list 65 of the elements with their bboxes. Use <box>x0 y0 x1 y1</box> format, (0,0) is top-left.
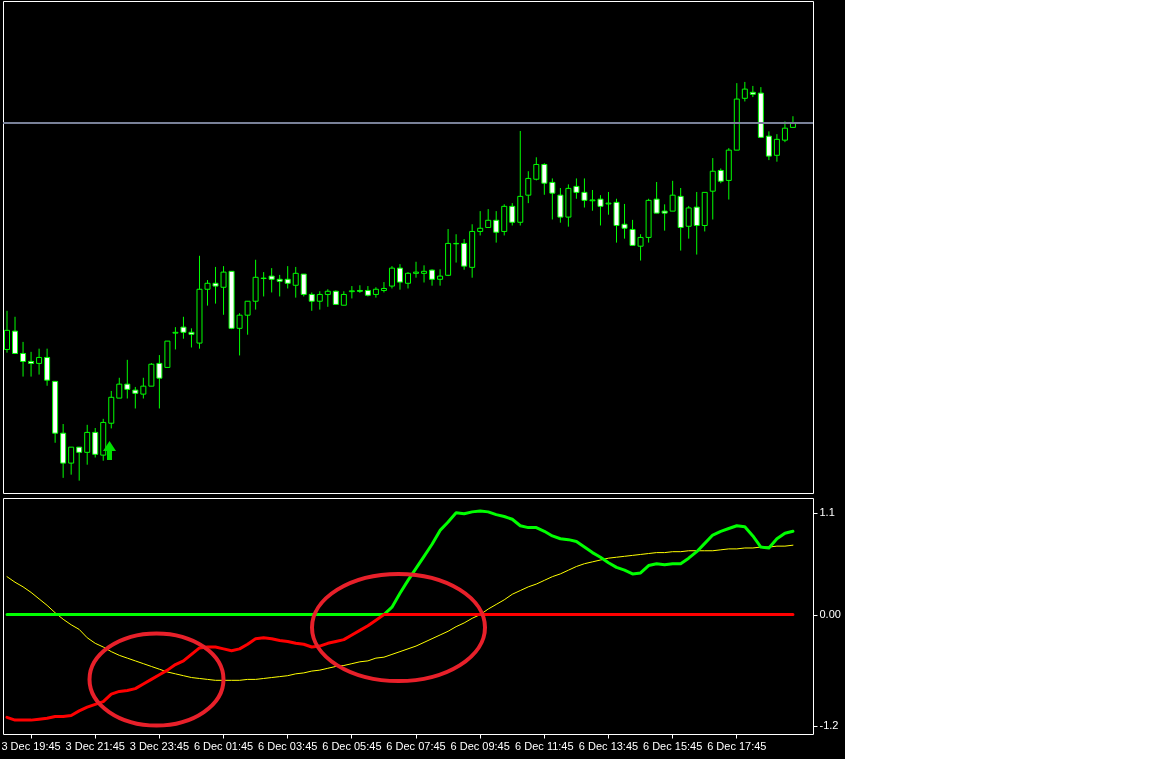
x-tick-label: 6 Dec 05:45 <box>322 739 382 752</box>
candlestick <box>268 267 275 293</box>
candlestick <box>84 424 91 466</box>
y-tick-label: 1.1 <box>819 506 835 519</box>
candlestick <box>413 261 420 279</box>
candlestick <box>396 263 403 291</box>
x-tick-label: 3 Dec 23:45 <box>129 739 190 752</box>
x-tick-label: 6 Dec 01:45 <box>193 739 254 752</box>
candlestick <box>749 85 756 98</box>
candlestick <box>525 170 532 204</box>
candlestick <box>92 427 99 459</box>
candlestick <box>356 284 363 294</box>
candlestick <box>44 348 51 387</box>
x-tick-label: 6 Dec 13:45 <box>578 739 639 752</box>
x-tick-label: 6 Dec 07:45 <box>386 739 446 752</box>
candlestick <box>348 285 355 299</box>
candlestick <box>461 238 468 271</box>
candlestick <box>36 348 43 376</box>
candlestick <box>308 291 315 312</box>
x-tick-label: 6 Dec 17:45 <box>707 739 767 752</box>
candlestick <box>380 281 387 293</box>
candlestick <box>421 264 428 283</box>
x-tick-label: 6 Dec 09:45 <box>450 739 510 752</box>
candlestick <box>68 446 75 476</box>
candlestick <box>741 81 748 102</box>
candlestick <box>284 265 291 289</box>
candlestick <box>773 133 780 163</box>
candlestick <box>116 377 123 399</box>
line-series <box>5 613 795 722</box>
candlestick <box>549 177 556 220</box>
candlestick <box>12 316 19 354</box>
candlestick <box>276 274 283 297</box>
line-series <box>5 509 795 617</box>
candlestick <box>140 377 147 400</box>
candlestick <box>388 265 395 289</box>
candlestick <box>669 180 676 212</box>
candlestick <box>477 210 484 236</box>
candlestick <box>372 286 379 299</box>
candlestick <box>76 446 83 482</box>
x-tick-label: 3 Dec 21:45 <box>65 739 125 752</box>
candlestick <box>541 162 548 196</box>
x-tick-label: 6 Dec 03:45 <box>258 739 318 752</box>
y-tick-label: -1.2 <box>819 719 839 732</box>
x-tick-label: 6 Dec 15:45 <box>642 739 703 752</box>
candlestick <box>693 191 700 256</box>
candlestick <box>437 268 444 287</box>
candlestick <box>132 386 139 409</box>
candlestick <box>765 130 772 161</box>
candlestick <box>292 266 299 299</box>
candlestick <box>509 202 516 226</box>
x-tick-label: 3 Dec 19:45 <box>1 739 61 752</box>
line-series <box>6 544 794 681</box>
candlestick <box>709 157 716 220</box>
candlestick <box>124 359 131 400</box>
candlestick <box>20 341 27 378</box>
candlestick <box>485 208 492 228</box>
candlestick <box>685 205 692 240</box>
candlestick <box>4 310 11 354</box>
candlestick <box>316 290 323 311</box>
candlestick <box>28 351 35 378</box>
x-tick-label: 6 Dec 11:45 <box>515 739 574 752</box>
candlestick <box>781 120 788 143</box>
candlestick <box>300 273 307 297</box>
y-tick-label: 0.00 <box>819 608 841 621</box>
candlestick <box>493 210 500 244</box>
